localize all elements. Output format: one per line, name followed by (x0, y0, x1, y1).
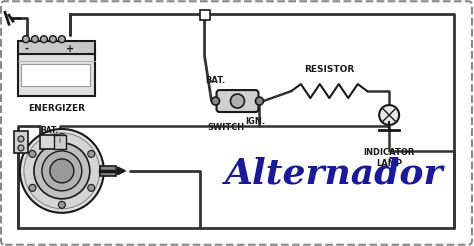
Circle shape (40, 36, 47, 43)
Circle shape (31, 36, 38, 43)
Circle shape (255, 97, 264, 105)
Text: SWITCH: SWITCH (208, 123, 245, 132)
Circle shape (29, 184, 36, 191)
FancyBboxPatch shape (217, 90, 258, 112)
Bar (200, 10, 210, 20)
Circle shape (49, 36, 56, 43)
Circle shape (18, 145, 24, 151)
Bar (40, 135, 58, 149)
Circle shape (24, 133, 100, 209)
Bar (21, 64, 90, 86)
Circle shape (20, 129, 104, 213)
Bar (54, 135, 66, 149)
Text: INDICATOR
LAMP: INDICATOR LAMP (364, 148, 415, 168)
Text: BAT.: BAT. (205, 76, 226, 85)
Text: BAT.: BAT. (40, 126, 58, 136)
Circle shape (211, 97, 219, 105)
FancyBboxPatch shape (18, 51, 95, 96)
Circle shape (50, 159, 74, 183)
Circle shape (88, 184, 95, 191)
Circle shape (58, 36, 65, 43)
Circle shape (88, 151, 95, 157)
Text: RESISTOR: RESISTOR (304, 65, 355, 74)
Text: ENERGIZER: ENERGIZER (28, 104, 85, 113)
Bar (18, 41, 95, 54)
Circle shape (42, 151, 82, 191)
Bar (14, 131, 28, 153)
Text: Alternador: Alternador (225, 157, 444, 191)
Circle shape (230, 94, 245, 108)
Circle shape (18, 136, 24, 142)
Circle shape (379, 105, 399, 125)
Text: -: - (25, 44, 29, 54)
Bar (100, 166, 116, 176)
Text: I: I (59, 138, 61, 144)
Circle shape (29, 151, 36, 157)
Circle shape (58, 201, 65, 208)
Circle shape (34, 143, 90, 199)
Text: IGN.: IGN. (246, 117, 265, 126)
Circle shape (58, 134, 65, 140)
Circle shape (22, 36, 29, 43)
Text: +: + (66, 44, 74, 54)
